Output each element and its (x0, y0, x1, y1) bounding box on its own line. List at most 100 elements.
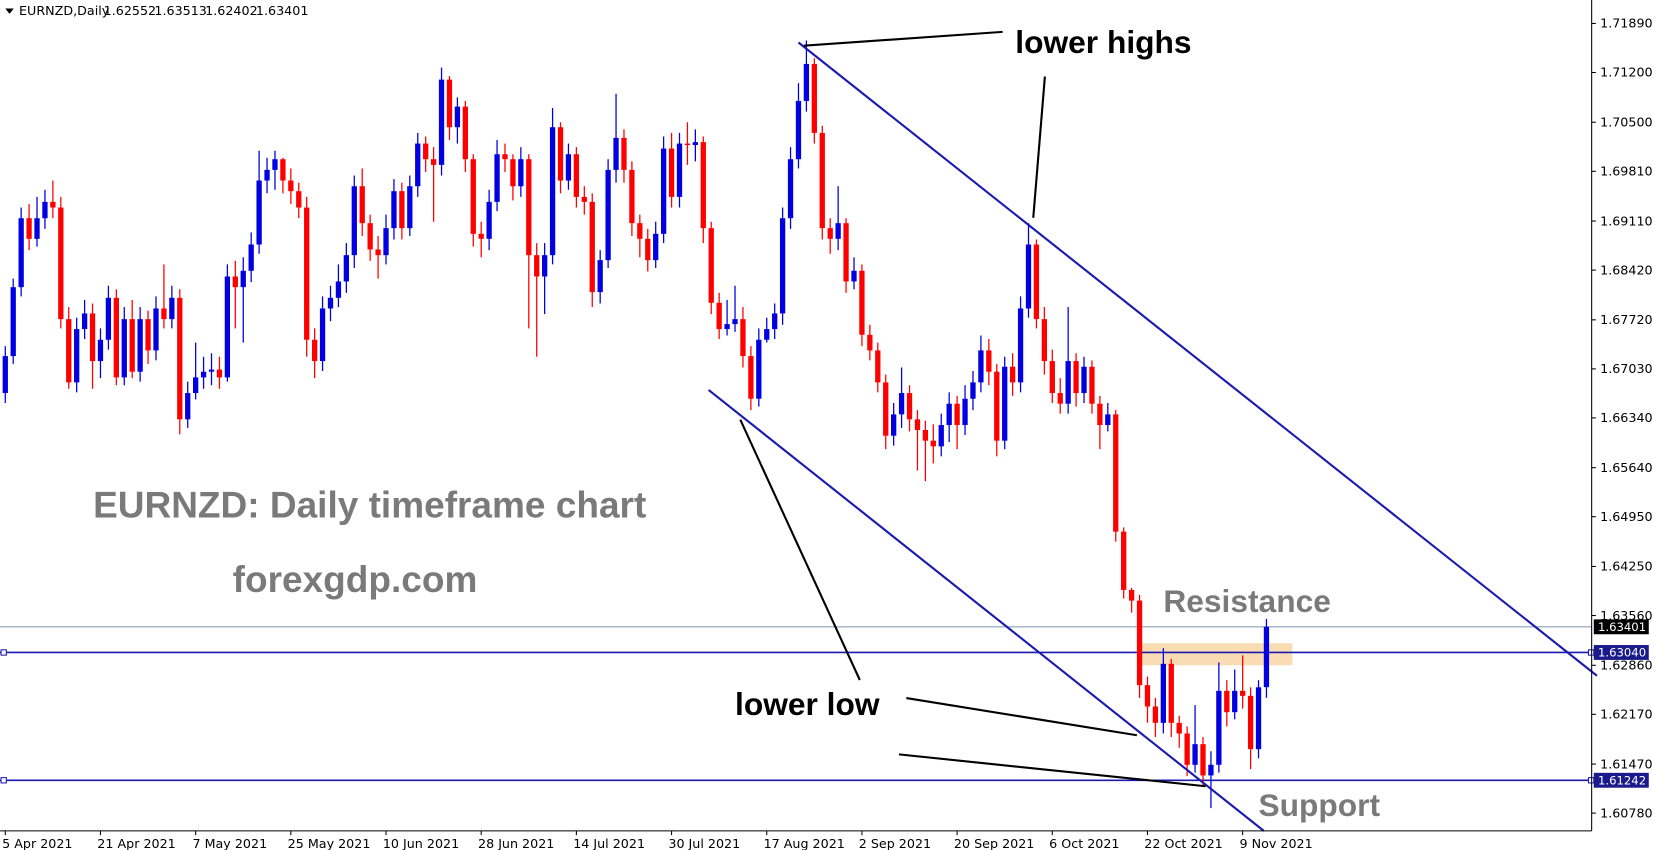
x-tick-label: 5 Apr 2021 (2, 836, 72, 850)
candle-body (1113, 414, 1119, 532)
candle-body (296, 191, 302, 208)
candle-body (843, 223, 849, 282)
candle-body (1216, 690, 1222, 765)
y-tick-label: 1.70500 (1600, 114, 1652, 129)
chart-title: EURNZD: Daily timeframe chart (93, 483, 646, 525)
candle-body (454, 106, 461, 128)
candle-body (446, 79, 453, 128)
candle-body (161, 308, 167, 320)
candle-body (629, 169, 635, 224)
candle-body (1041, 319, 1048, 362)
upper-trendline (797, 41, 1598, 677)
header-high: 1.63513 (154, 3, 206, 18)
candle-body (113, 297, 119, 378)
candle-body (795, 100, 802, 160)
candle-body (335, 281, 342, 298)
line-handle (0, 777, 7, 784)
candle-body (58, 207, 64, 320)
x-tick-label: 20 Sep 2021 (954, 836, 1034, 850)
candle-body (200, 371, 207, 378)
candle-body (676, 143, 683, 197)
x-tick-label: 9 Nov 2021 (1239, 836, 1312, 850)
candle-body (542, 255, 548, 277)
candle-body (1255, 687, 1262, 750)
candle-body (938, 425, 944, 447)
candle-body (645, 238, 651, 261)
candle-body (1033, 244, 1040, 320)
annotation: Support (1259, 787, 1381, 823)
candle-body (787, 159, 794, 219)
candle-body (10, 287, 16, 357)
candle-body (748, 356, 754, 399)
price-box-label: 1.63401 (1598, 620, 1646, 634)
candle-body (684, 143, 691, 145)
price-box (1593, 772, 1649, 788)
candle-body (438, 79, 445, 165)
candle-body (565, 154, 572, 181)
candle-body (914, 419, 921, 431)
candle-body (343, 255, 350, 282)
candle-body (288, 180, 294, 192)
axis-layer: 1.71890 1.71200 1.70500 1.69810 1.69110 1.684… (2, 16, 1652, 850)
candle-body (883, 382, 889, 436)
candle-body (764, 329, 770, 340)
candle-body (383, 228, 389, 256)
x-tick-label: 22 Oct 2021 (1144, 836, 1222, 850)
candle-body (756, 339, 762, 399)
candle-body (74, 329, 80, 383)
candle-body (1025, 244, 1032, 309)
candle-body (573, 154, 580, 197)
header-close: 1.63401 (256, 3, 308, 18)
candle-body (1176, 722, 1182, 734)
candle-body (1240, 690, 1246, 696)
candle-body (169, 297, 175, 320)
candle-body (502, 154, 508, 160)
candle-body (613, 137, 619, 170)
candle-body (922, 430, 929, 441)
candle-body (1224, 690, 1230, 713)
annotation: lower low (735, 686, 880, 722)
y-tick-label: 1.65640 (1600, 460, 1652, 475)
candle-body (621, 137, 627, 170)
pointer-line (906, 697, 1138, 737)
candle-body (248, 244, 254, 271)
candle-layer (2, 40, 1270, 809)
candle-body (89, 313, 96, 362)
candle-body (423, 143, 429, 160)
y-tick-label: 1.64950 (1600, 509, 1652, 524)
y-tick-label: 1.66340 (1600, 410, 1652, 425)
candle-body (534, 255, 540, 277)
x-tick-label: 30 Jul 2021 (668, 836, 740, 850)
candle-body (589, 201, 595, 293)
candle-body (34, 218, 40, 239)
candle-body (660, 148, 667, 234)
candle-body (986, 350, 992, 372)
lower-trendline (707, 389, 1265, 832)
candle-body (1081, 366, 1087, 394)
candle-body (906, 393, 913, 420)
candle-body (26, 218, 32, 239)
candle-body (1152, 706, 1159, 723)
candle-body (193, 377, 199, 394)
candle-body (208, 369, 215, 372)
candle-body (351, 186, 357, 256)
candle-body (494, 154, 500, 202)
resistance-zone (1142, 643, 1293, 666)
header-low: 1.62402 (205, 3, 257, 18)
candle-body (891, 414, 897, 436)
candle-body (1073, 361, 1079, 394)
candle-body (946, 403, 952, 426)
candle-body (256, 180, 262, 245)
candle-body (319, 308, 326, 362)
candle-body (549, 127, 556, 256)
candle-body (772, 313, 778, 330)
header-open: 1.62552 (104, 3, 156, 18)
candle-body (232, 276, 238, 288)
candle-body (1168, 663, 1174, 723)
candle-body (779, 218, 786, 314)
y-tick-label: 1.69110 (1600, 213, 1652, 228)
y-tick-label: 1.71200 (1600, 65, 1652, 80)
candle-body (1065, 361, 1071, 404)
